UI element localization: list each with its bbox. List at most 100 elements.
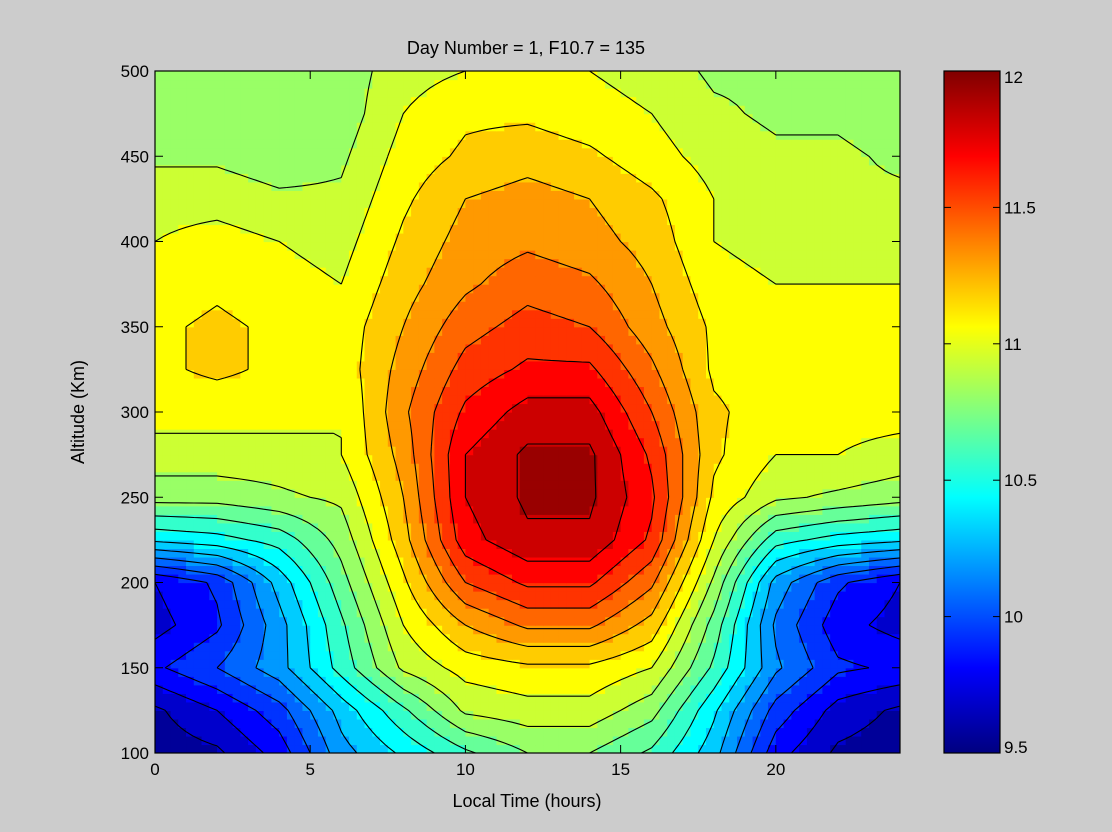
contour-cell bbox=[302, 471, 311, 481]
contour-cell bbox=[186, 488, 195, 498]
contour-cell bbox=[884, 420, 893, 430]
contour-cell bbox=[465, 744, 474, 753]
contour-cell bbox=[791, 360, 800, 370]
contour-cell bbox=[597, 454, 606, 464]
contour-cell bbox=[325, 608, 335, 618]
contour-cell bbox=[449, 582, 459, 592]
contour-cell bbox=[822, 360, 831, 370]
contour-cell bbox=[232, 343, 241, 353]
contour-cell bbox=[341, 318, 350, 328]
contour-cell bbox=[442, 608, 451, 618]
contour-cell bbox=[480, 693, 490, 703]
contour-cell bbox=[356, 514, 366, 524]
contour-cell bbox=[449, 625, 459, 635]
contour-cell bbox=[853, 394, 862, 405]
contour-cell bbox=[411, 386, 420, 396]
contour-cell bbox=[333, 625, 342, 635]
contour-cell bbox=[620, 744, 629, 753]
contour-cell bbox=[380, 488, 389, 498]
contour-cell bbox=[853, 318, 862, 328]
contour-cell bbox=[791, 573, 800, 584]
contour-cell bbox=[799, 531, 808, 541]
contour-cell bbox=[729, 573, 738, 584]
contour-cell bbox=[263, 591, 273, 601]
contour-cell bbox=[418, 556, 428, 567]
contour-cell bbox=[504, 497, 513, 507]
contour-cell bbox=[449, 318, 459, 328]
contour-cell bbox=[263, 480, 273, 490]
contour-cell bbox=[636, 684, 645, 694]
contour-cell bbox=[566, 505, 575, 515]
contour-cell bbox=[504, 420, 513, 430]
contour-cell bbox=[737, 642, 746, 652]
contour-cell bbox=[302, 565, 311, 575]
contour-cell bbox=[294, 718, 304, 729]
contour-cell bbox=[543, 412, 552, 422]
contour-cell bbox=[535, 650, 544, 660]
contour-cell bbox=[861, 386, 870, 396]
contour-cell bbox=[698, 360, 707, 370]
contour-cell bbox=[496, 693, 505, 703]
contour-cell bbox=[193, 650, 203, 660]
contour-cell bbox=[364, 403, 373, 413]
contour-cell bbox=[574, 429, 583, 439]
contour-cell bbox=[729, 394, 738, 405]
contour-cell bbox=[232, 446, 241, 456]
contour-cell bbox=[876, 377, 886, 388]
contour-cell bbox=[643, 335, 653, 345]
contour-cell bbox=[729, 565, 738, 575]
contour-cell bbox=[155, 642, 164, 652]
contour-cell bbox=[783, 403, 792, 413]
contour-cell bbox=[682, 642, 692, 652]
contour-cell bbox=[279, 480, 288, 490]
contour-cell bbox=[372, 326, 381, 336]
contour-cell bbox=[170, 616, 179, 626]
contour-cell bbox=[248, 369, 257, 379]
contour-cell bbox=[465, 488, 474, 498]
contour-cell bbox=[387, 531, 397, 541]
contour-cell bbox=[768, 309, 777, 319]
contour-cell bbox=[775, 369, 785, 379]
contour-cell bbox=[682, 471, 692, 481]
contour-cell bbox=[178, 514, 187, 524]
contour-cell bbox=[799, 343, 808, 353]
contour-cell bbox=[465, 343, 474, 353]
contour-cell bbox=[457, 480, 467, 490]
contour-cell bbox=[279, 710, 288, 720]
contour-cell bbox=[737, 735, 746, 746]
contour-cell bbox=[170, 633, 179, 643]
contour-cell bbox=[170, 667, 179, 677]
contour-cell bbox=[783, 667, 792, 677]
contour-cell bbox=[806, 710, 816, 720]
contour-cell bbox=[806, 377, 816, 388]
contour-cell bbox=[876, 735, 886, 746]
contour-cell bbox=[325, 582, 335, 592]
contour-cell bbox=[193, 625, 203, 635]
contour-cell bbox=[310, 403, 319, 413]
contour-cell bbox=[511, 446, 521, 456]
contour-cell bbox=[426, 608, 435, 618]
contour-cell bbox=[837, 727, 847, 737]
contour-cell bbox=[294, 582, 304, 592]
contour-cell bbox=[543, 539, 552, 550]
contour-cell bbox=[721, 343, 730, 353]
contour-cell bbox=[690, 548, 699, 558]
contour-cell bbox=[178, 667, 187, 677]
contour-cell bbox=[442, 625, 451, 635]
contour-cell bbox=[403, 659, 412, 669]
contour-cell bbox=[643, 437, 653, 447]
contour-cell bbox=[263, 360, 273, 370]
contour-cell bbox=[737, 412, 746, 422]
contour-cell bbox=[643, 369, 653, 379]
contour-cell bbox=[271, 386, 280, 396]
contour-cell bbox=[830, 565, 839, 575]
contour-cell bbox=[240, 488, 249, 498]
contour-cell bbox=[434, 352, 443, 362]
contour-cell bbox=[620, 667, 629, 677]
contour-cell bbox=[488, 335, 498, 345]
contour-cell bbox=[178, 531, 187, 541]
contour-cell bbox=[224, 335, 234, 345]
contour-cell bbox=[426, 335, 435, 345]
contour-cell bbox=[861, 488, 870, 498]
contour-cell bbox=[271, 718, 280, 729]
